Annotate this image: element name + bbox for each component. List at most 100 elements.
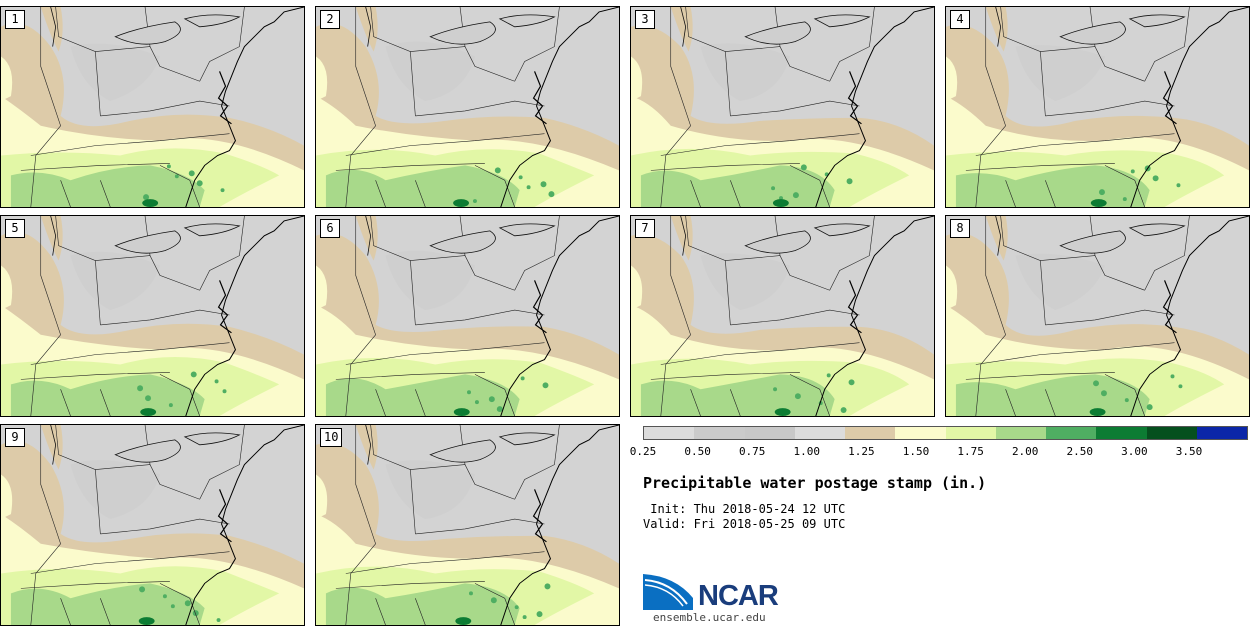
lake-outline: [114, 439, 181, 463]
logo-url[interactable]: ensemble.ucar.edu: [653, 611, 766, 624]
colorbar-tick-label: 2.00: [1011, 445, 1039, 458]
colorbar: [643, 426, 1248, 440]
pw-field-cell: [162, 594, 167, 599]
state-boundary: [30, 425, 61, 625]
member-label-2: 2: [320, 10, 340, 29]
state-boundary: [415, 180, 426, 207]
pw-field-cell: [520, 376, 525, 381]
pw-field-cell: [536, 611, 543, 618]
state-boundary: [335, 581, 485, 589]
state-boundary: [199, 7, 245, 82]
state-boundary: [660, 342, 860, 365]
pw-map-4: [946, 7, 1249, 207]
pw-field-cell: [488, 396, 495, 403]
pw-field-cell: [467, 390, 471, 395]
state-boundary: [159, 374, 200, 416]
state-boundary: [965, 163, 1115, 171]
state-boundary: [345, 216, 376, 416]
pw-field-green: [955, 374, 1150, 416]
pw-map-7: [631, 216, 934, 416]
pw-field-cell: [540, 181, 547, 188]
pw-field-cell: [496, 406, 503, 413]
map-panel-1: 1: [0, 6, 305, 208]
colorbar-tick-label: 0.25: [629, 445, 657, 458]
colorbar-tick-label: 0.75: [738, 445, 766, 458]
pw-field-cell: [548, 191, 555, 198]
coastline: [815, 216, 934, 416]
pw-field-green: [640, 165, 835, 207]
state-boundary: [1144, 216, 1190, 291]
coastline: [1130, 216, 1249, 416]
pw-field-cell: [474, 400, 479, 405]
colorbar-segment: [995, 427, 1046, 439]
pw-map-2: [316, 7, 619, 207]
map-panel-2: 2: [315, 6, 620, 208]
state-boundary: [410, 255, 515, 291]
member-label-9: 9: [5, 428, 25, 447]
state-boundary: [415, 309, 545, 326]
pw-field-cell: [1124, 398, 1129, 403]
pw-map-5: [1, 216, 304, 416]
pw-map-9: [1, 425, 304, 625]
state-boundary: [690, 389, 701, 416]
pw-field-cell: [166, 164, 171, 169]
colorbar-segment: [945, 427, 996, 439]
pw-field-cell: [1170, 374, 1175, 379]
state-boundary: [95, 255, 200, 291]
pw-field-cell: [544, 583, 551, 590]
pw-field-cell: [1178, 384, 1183, 389]
pw-field-green: [10, 583, 205, 625]
state-boundary: [55, 425, 101, 534]
pw-field-cell: [216, 618, 221, 623]
state-boundary: [789, 374, 830, 416]
state-boundary: [1104, 165, 1145, 207]
state-boundary: [415, 100, 545, 117]
pw-field-cell: [1100, 390, 1107, 397]
colorbar-segment: [744, 427, 795, 439]
pw-field-cell: [522, 615, 527, 620]
colorbar-segment: [1196, 427, 1247, 439]
pw-field-cell: [771, 186, 776, 191]
valid-time: Valid: Fri 2018-05-25 09 UTC: [643, 517, 846, 531]
colorbar-tick-label: 1.50: [902, 445, 930, 458]
state-boundary: [514, 216, 560, 291]
colorbar-segment: [644, 427, 695, 439]
state-boundary: [650, 163, 800, 171]
coastline: [185, 7, 304, 207]
state-boundary: [474, 165, 515, 207]
pw-field-cell: [184, 600, 191, 607]
lake-outline: [744, 21, 811, 45]
colorbar-segment: [794, 427, 845, 439]
colorbar-segment: [895, 427, 946, 439]
map-panel-5: 5: [0, 215, 305, 417]
colorbar-segment: [845, 427, 896, 439]
state-boundary: [199, 216, 245, 291]
state-boundary: [685, 216, 731, 325]
member-label-5: 5: [5, 219, 25, 238]
pw-field-cell: [1098, 189, 1105, 196]
lake-outline: [114, 230, 181, 254]
pw-field-cell: [794, 393, 801, 400]
state-boundary: [730, 389, 741, 416]
state-boundary: [514, 425, 560, 500]
pw-field-cell: [468, 591, 473, 596]
pw-map-10: [316, 425, 619, 625]
pw-field-green: [10, 165, 205, 207]
coastline: [815, 7, 934, 207]
state-boundary: [370, 216, 416, 325]
pw-field-cell: [472, 199, 477, 204]
state-boundary: [335, 163, 485, 171]
coastline: [500, 216, 619, 416]
pw-field-cell: [514, 605, 519, 610]
pw-field-cell: [196, 180, 203, 187]
state-boundary: [345, 133, 545, 156]
lake-outline: [744, 230, 811, 254]
state-boundary: [474, 374, 515, 416]
pw-field-cell: [826, 373, 831, 378]
pw-field-cell: [192, 610, 199, 617]
state-boundary: [410, 46, 515, 82]
state-boundary: [660, 133, 860, 156]
state-boundary: [1104, 374, 1145, 416]
state-boundary: [20, 163, 170, 171]
state-boundary: [415, 518, 545, 535]
